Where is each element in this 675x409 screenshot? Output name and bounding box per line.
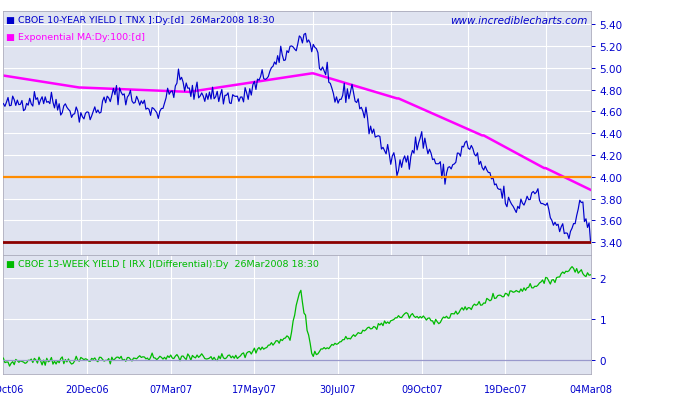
Text: ■ Exponential MA:Dy:100:[d]: ■ Exponential MA:Dy:100:[d] [6,33,145,42]
Text: ■ CBOE 13-WEEK YIELD [ IRX ](Differential):Dy  26Mar2008 18:30: ■ CBOE 13-WEEK YIELD [ IRX ](Differentia… [6,259,319,268]
Text: www.incrediblecharts.com: www.incrediblecharts.com [450,16,588,26]
Text: ■ CBOE 10-YEAR YIELD [ TNX ]:Dy:[d]  26Mar2008 18:30: ■ CBOE 10-YEAR YIELD [ TNX ]:Dy:[d] 26Ma… [6,16,275,25]
